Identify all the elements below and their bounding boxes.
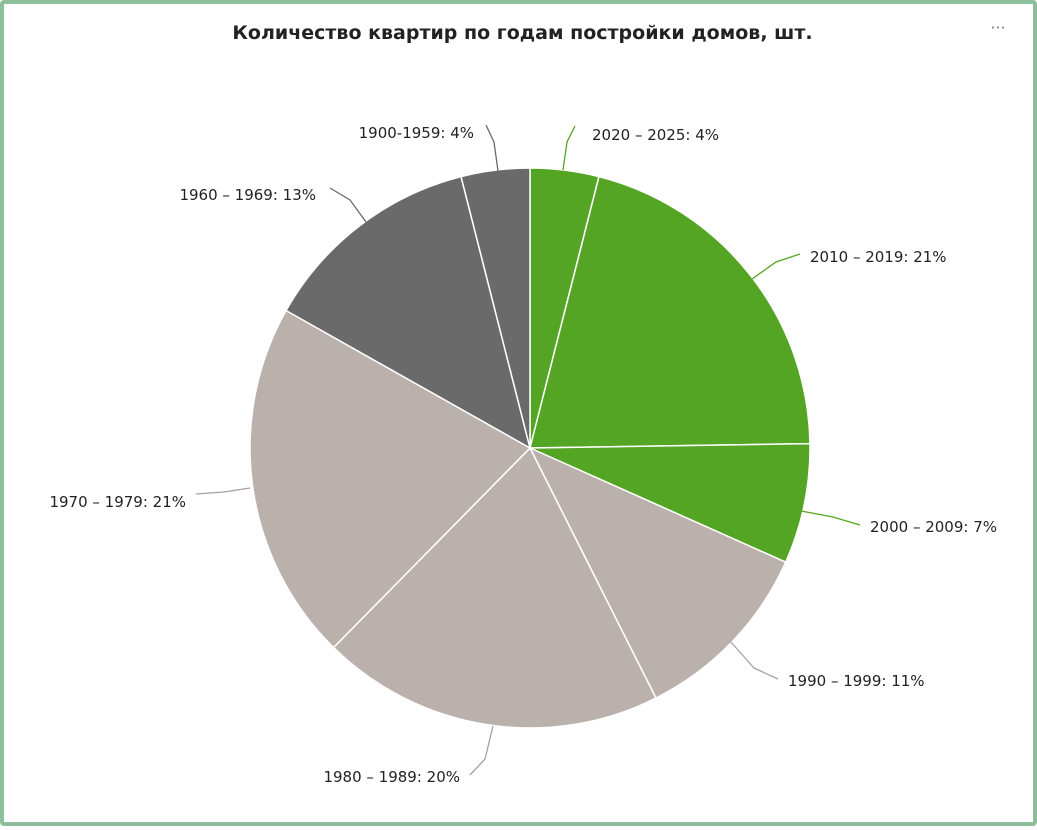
connector-line	[800, 510, 861, 526]
slice-label: 1990 – 1999: 11%	[788, 672, 925, 690]
pie-slice-1970-1979[interactable]	[249, 309, 532, 649]
pie-slice-1990-1999[interactable]	[528, 446, 787, 700]
slice-label: 1980 – 1989: 20%	[323, 768, 460, 786]
connector-line	[562, 125, 576, 171]
pie-slice-1900-1959[interactable]	[460, 167, 531, 449]
connector-line	[751, 253, 801, 280]
connector-line	[195, 487, 251, 495]
more-options-icon[interactable]: ···	[990, 18, 1006, 37]
pie-slice-1960-1969[interactable]	[285, 175, 532, 450]
connector-line	[485, 124, 499, 172]
slice-label: 2000 – 2009: 7%	[870, 518, 997, 536]
chart-title: Количество квартир по годам постройки до…	[232, 22, 813, 44]
slice-label: 2010 – 2019: 21%	[810, 248, 947, 266]
pie-slice-2010-2019[interactable]	[529, 175, 811, 449]
pie-chart: 2020 – 2025: 4% 2010 – 2019: 21% 2000 – 20…	[49, 124, 997, 786]
connector-line	[469, 725, 494, 776]
slice-label: 1900-1959: 4%	[359, 124, 474, 142]
pie-slice-2000-2009[interactable]	[529, 442, 811, 564]
pie-slice-1980-1989[interactable]	[332, 446, 657, 729]
slice-label: 1970 – 1979: 21%	[49, 493, 186, 511]
slice-label: 2020 – 2025: 4%	[592, 126, 719, 144]
slice-label: 1960 – 1969: 13%	[179, 186, 316, 204]
connector-line	[729, 640, 779, 680]
connector-line	[329, 187, 367, 223]
